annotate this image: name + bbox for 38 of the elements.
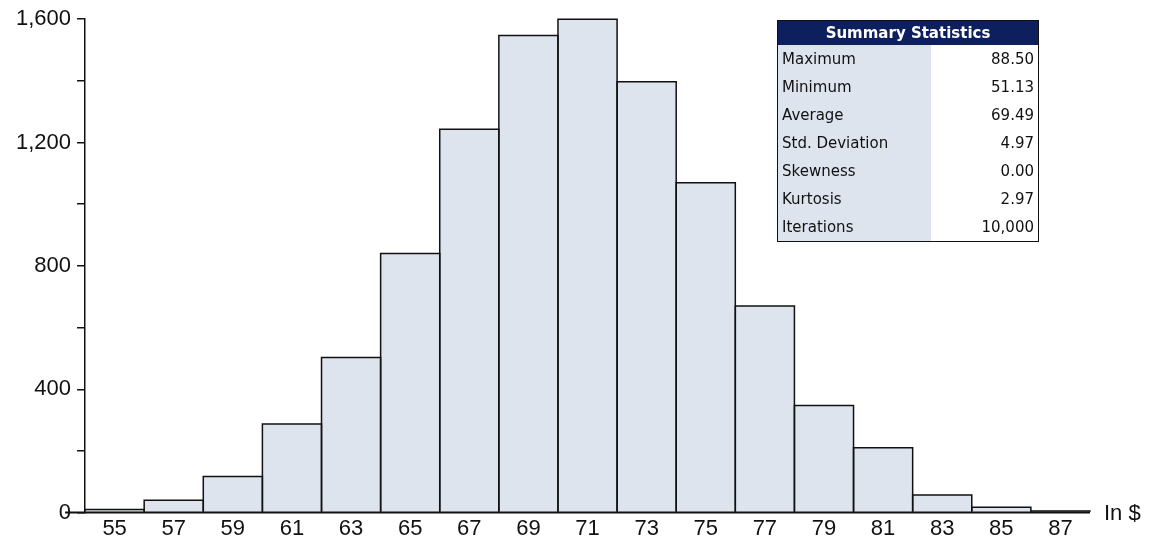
x-tick-label: 73 — [634, 514, 659, 540]
x-tick-label: 75 — [693, 514, 718, 540]
annotation: Maximum — [777, 45, 931, 73]
x-axis-title: In $ — [1104, 499, 1141, 525]
annotation: Skewness — [777, 157, 931, 185]
annotation: 10,000 — [931, 213, 1039, 242]
annotation: Iterations — [777, 213, 931, 242]
annotation: 4.97 — [931, 129, 1039, 157]
x-tick-label: 79 — [811, 514, 837, 540]
annotation: 51.13 — [931, 73, 1039, 101]
y-tick-label: 1,600 — [15, 5, 72, 31]
x-tick-label: 71 — [575, 514, 600, 540]
x-tick-label: 61 — [279, 514, 305, 540]
x-tick-label: 69 — [516, 514, 541, 540]
x-tick-label: 55 — [102, 514, 127, 540]
y-tick-label: 800 — [34, 251, 72, 277]
x-tick-label: 87 — [1048, 514, 1073, 540]
annotation: Average — [777, 101, 931, 129]
annotation: 69.49 — [931, 101, 1039, 129]
x-tick-label: 85 — [989, 514, 1014, 540]
x-tick-label: 57 — [161, 514, 186, 540]
annotation: Std. Deviation — [777, 129, 931, 157]
x-tick-label: 63 — [338, 514, 364, 540]
x-tick-label: 81 — [870, 514, 896, 540]
annotation: 2.97 — [931, 185, 1039, 213]
x-tick-label: 67 — [457, 514, 482, 540]
annotation: Minimum — [777, 73, 931, 101]
annotation: Kurtosis — [777, 185, 931, 213]
x-tick-label: 65 — [397, 514, 423, 540]
x-tick-label: 83 — [929, 514, 955, 540]
y-tick-label: 0 — [58, 498, 72, 524]
annotation: 88.50 — [931, 45, 1039, 73]
y-tick-label: 1,200 — [15, 128, 72, 154]
annotation: Summary Statistics — [777, 20, 1039, 45]
x-tick-label: 77 — [752, 514, 778, 540]
y-tick-label: 400 — [34, 375, 72, 401]
annotation: 0.00 — [931, 157, 1039, 185]
x-tick-label: 59 — [220, 514, 246, 540]
